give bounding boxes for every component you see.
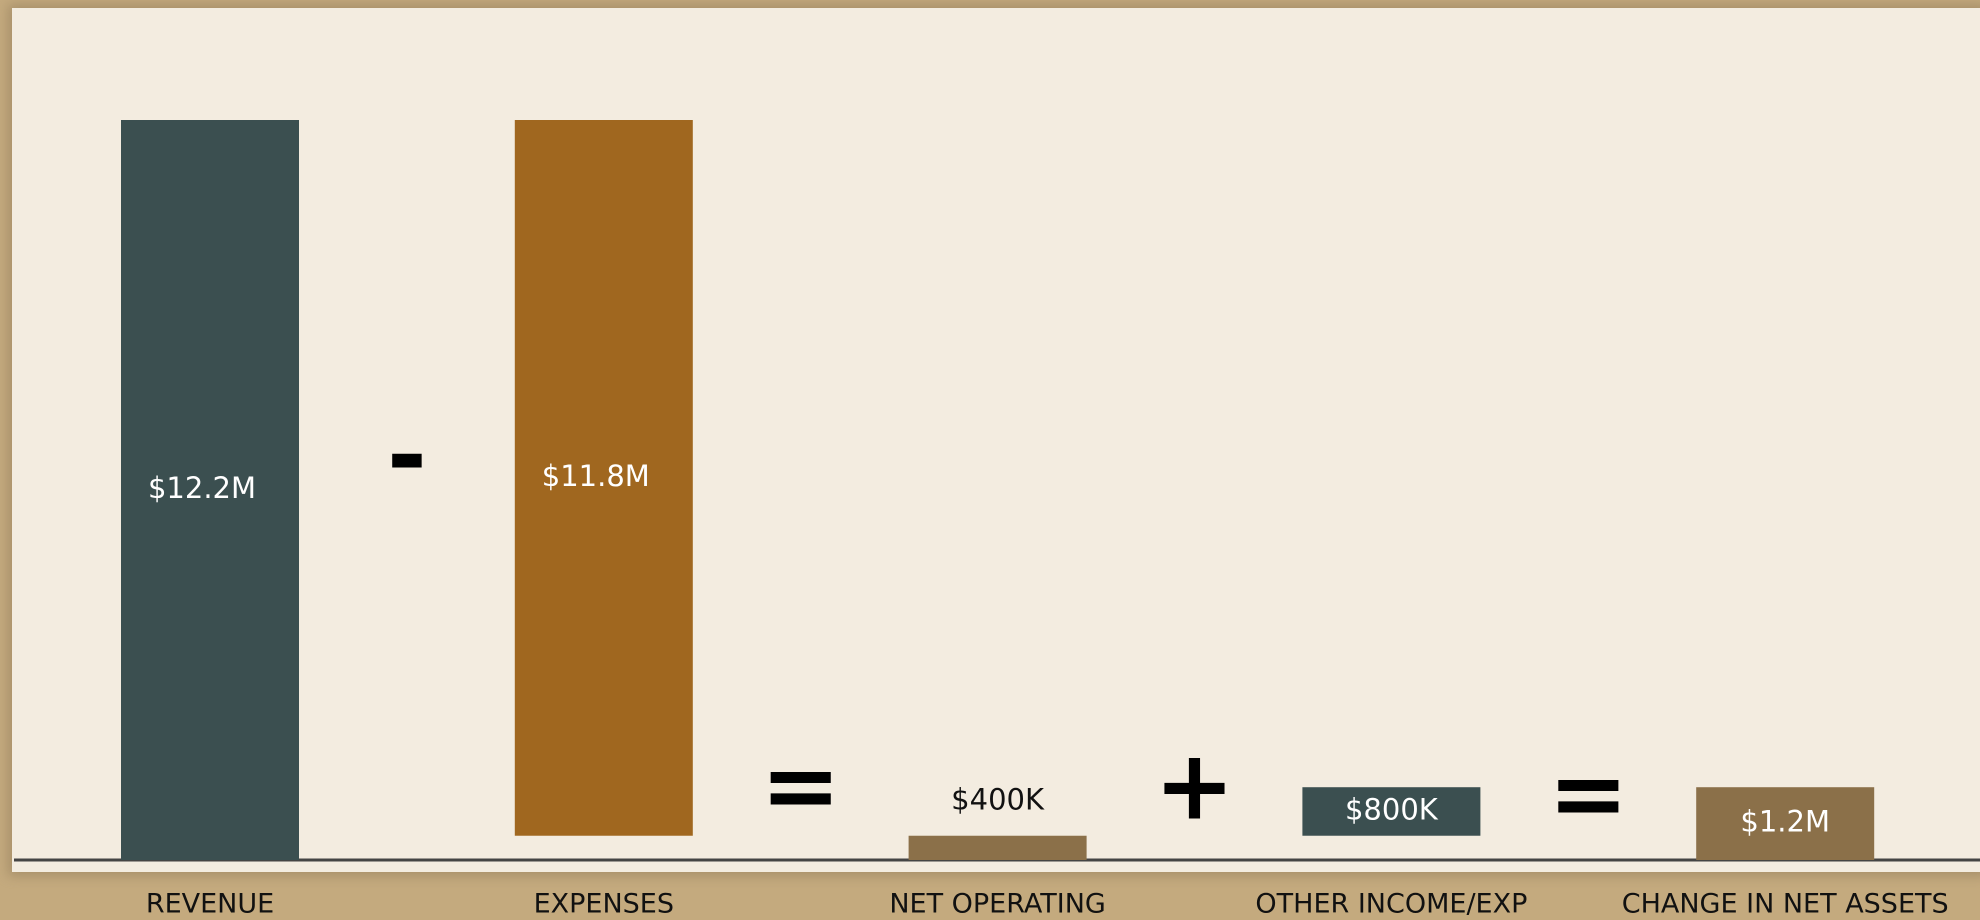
operator: = xyxy=(1548,737,1628,849)
category-label: CHANGE IN NET ASSETS xyxy=(1622,889,1949,920)
bar xyxy=(1302,787,1481,836)
category-label: REVENUE xyxy=(146,889,274,920)
bar xyxy=(121,120,299,860)
operator: + xyxy=(1154,729,1234,841)
category-label: EXPENSES xyxy=(534,889,674,920)
value-label: $1.2M xyxy=(1740,805,1830,839)
category-label: OTHER INCOME/EXP xyxy=(1255,889,1527,920)
category-label: NET OPERATING xyxy=(889,889,1106,920)
bar xyxy=(908,835,1087,860)
value-label: $11.8M xyxy=(542,459,650,493)
bar xyxy=(1696,787,1875,860)
operator: - xyxy=(387,399,427,511)
operator: = xyxy=(760,729,840,841)
panel xyxy=(12,8,1980,872)
value-label: $400K xyxy=(951,783,1045,817)
bar xyxy=(514,120,693,836)
value-label: $800K xyxy=(1345,792,1439,826)
value-label: $12.2M xyxy=(148,471,256,505)
